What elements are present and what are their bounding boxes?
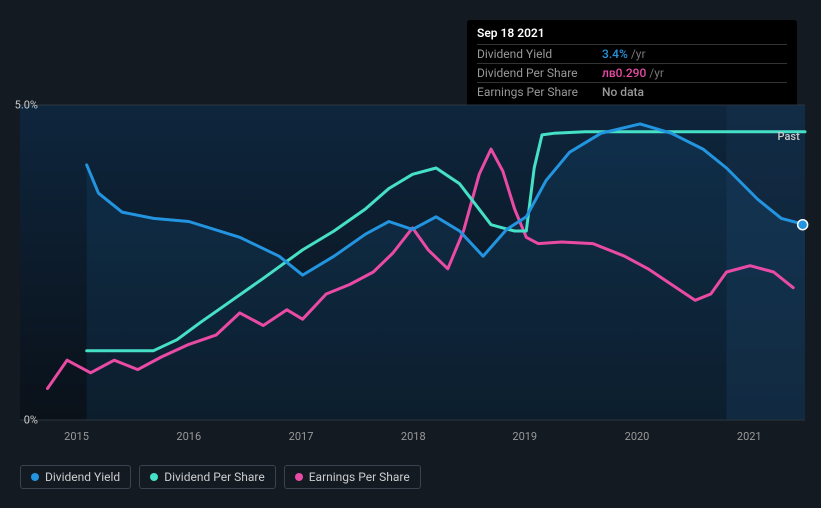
legend-dot [31,473,39,481]
tooltip-row-value: No data [602,85,644,99]
tooltip-date: Sep 18 2021 [477,26,787,44]
legend: Dividend Yield Dividend Per Share Earnings… [20,465,421,489]
x-axis-label: 2019 [512,430,537,443]
chart-svg [20,105,805,420]
x-axis-labels: 2015 2016 2017 2018 2019 2020 2021 [20,430,805,446]
chart-area: 5.0%0%Past [20,105,805,420]
tooltip-row-label: Dividend Per Share [477,66,602,80]
x-axis-label: 2018 [401,430,426,443]
y-axis-top-label: 5.0% [15,99,38,112]
x-axis-label: 2017 [289,430,314,443]
tooltip-row-label: Dividend Yield [477,47,602,61]
tooltip-row-value: лв0.290/yr [602,66,664,80]
tooltip-rows: Dividend Yield3.4%/yrDividend Per Shareл… [477,44,787,101]
legend-item[interactable]: Dividend Per Share [139,465,276,489]
x-axis-label: 2016 [176,430,201,443]
tooltip-row: Earnings Per ShareNo data [477,82,787,101]
tooltip-row-value: 3.4%/yr [602,47,646,61]
legend-label: Dividend Yield [45,470,120,484]
tooltip-row: Dividend Per Shareлв0.290/yr [477,63,787,82]
legend-label: Earnings Per Share [309,470,410,484]
tooltip-row: Dividend Yield3.4%/yr [477,44,787,63]
y-axis-bottom-label: 0% [24,414,38,427]
legend-dot [295,473,303,481]
data-tooltip: Sep 18 2021 Dividend Yield3.4%/yrDividen… [467,20,797,107]
tooltip-row-label: Earnings Per Share [477,85,602,99]
legend-label: Dividend Per Share [164,470,265,484]
x-axis-label: 2015 [64,430,89,443]
x-axis-label: 2020 [625,430,650,443]
past-badge: Past [778,130,800,143]
legend-item[interactable]: Earnings Per Share [284,465,421,489]
legend-item[interactable]: Dividend Yield [20,465,131,489]
x-axis-label: 2021 [737,430,762,443]
legend-dot [150,473,158,481]
